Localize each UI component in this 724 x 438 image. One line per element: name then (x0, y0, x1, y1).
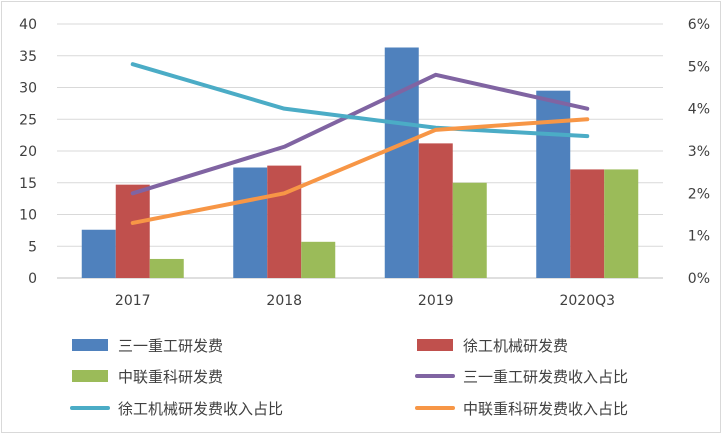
left-tick-label: 25 (19, 112, 37, 128)
legend-swatch (72, 339, 108, 351)
bar (536, 90, 571, 278)
left-tick-label: 5 (28, 239, 37, 255)
x-axis: 2017 2018 2019 2020Q3 (115, 293, 615, 309)
legend-swatch (417, 339, 453, 351)
bar (604, 169, 639, 278)
legend-label: 中联重科研发费收入占比 (463, 400, 628, 418)
series-line (130, 72, 590, 196)
left-tick-label: 30 (19, 81, 37, 97)
series-line (130, 117, 590, 225)
right-tick-label: 4% (688, 102, 710, 118)
legend-label: 三一重工研发费收入占比 (463, 368, 628, 386)
x-tick-label: 2017 (115, 293, 151, 309)
bar (452, 182, 487, 278)
left-tick-label: 35 (19, 49, 37, 65)
bar (115, 184, 150, 278)
right-tick-label: 0% (688, 271, 710, 287)
right-tick-label: 6% (688, 17, 710, 33)
bar-series (81, 47, 639, 279)
right-tick-label: 3% (688, 144, 710, 160)
x-tick-label: 2020Q3 (559, 293, 615, 309)
bar (384, 47, 419, 279)
line-series (130, 62, 590, 225)
bar (233, 167, 268, 278)
bar (149, 258, 184, 278)
legend-swatch (72, 370, 108, 382)
legend-label: 徐工机械研发费收入占比 (118, 400, 283, 418)
bar (570, 169, 605, 278)
left-tick-label: 15 (19, 176, 37, 192)
left-axis: 0 5 10 15 20 25 30 35 40 (19, 17, 37, 287)
series-line (130, 62, 590, 139)
bar (418, 143, 453, 278)
x-tick-label: 2018 (266, 293, 302, 309)
right-tick-label: 5% (688, 59, 710, 75)
right-axis: 0% 1% 2% 3% 4% 5% 6% (688, 17, 710, 287)
x-tick-label: 2019 (418, 293, 454, 309)
right-tick-label: 2% (688, 186, 710, 202)
right-tick-label: 1% (688, 229, 710, 245)
legend-label: 三一重工研发费 (118, 337, 223, 355)
left-tick-label: 20 (19, 144, 37, 160)
left-tick-label: 0 (28, 271, 37, 287)
legend-label: 徐工机械研发费 (463, 337, 568, 355)
left-tick-label: 10 (19, 208, 37, 224)
bar (301, 241, 336, 278)
left-tick-label: 40 (19, 17, 37, 33)
legend-label: 中联重科研发费 (118, 368, 223, 386)
bar (81, 229, 116, 278)
bar (267, 165, 302, 278)
